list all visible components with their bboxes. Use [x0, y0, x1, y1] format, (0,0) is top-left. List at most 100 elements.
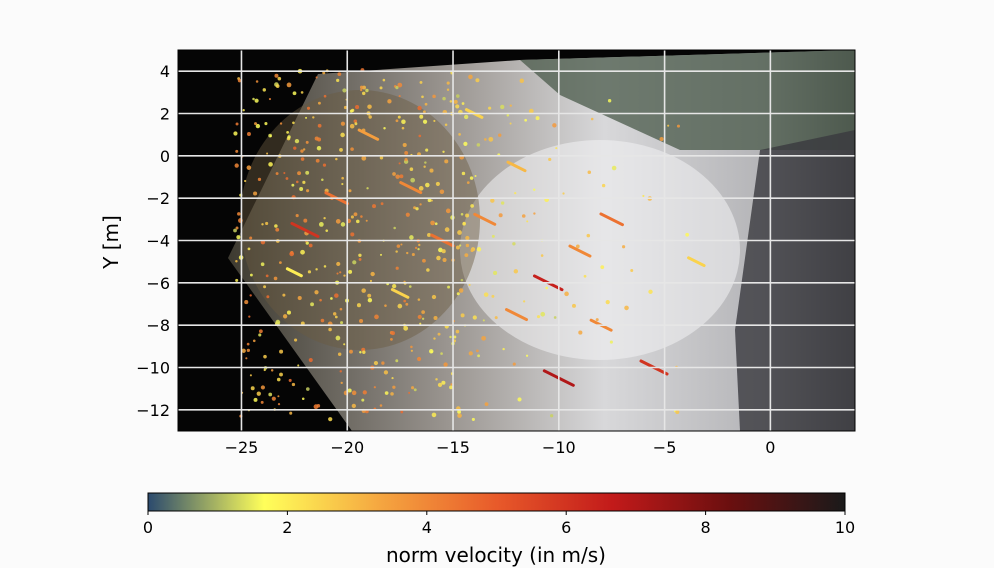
speckle [455, 245, 460, 250]
speckle [307, 270, 312, 274]
speckle [390, 338, 393, 341]
x-axis-ticks: −25 −20 −15 −10 −5 0 [225, 438, 776, 457]
speckle [365, 219, 368, 222]
speckle [429, 349, 434, 354]
speckle [257, 177, 262, 181]
speckle [246, 165, 252, 170]
y-tick-label: −4 [146, 232, 170, 251]
speckle [300, 157, 305, 161]
speckle [241, 348, 246, 353]
speckle [255, 123, 261, 129]
speckle [347, 388, 352, 393]
speckle [387, 99, 392, 104]
velocity-vector [687, 256, 706, 268]
y-axis-ticks: 4 2 0 −2 −4 −6 −8 −10 −12 [136, 62, 170, 420]
speckle [355, 219, 360, 224]
speckle [468, 351, 473, 356]
speckle [484, 402, 489, 407]
speckle [270, 369, 274, 372]
speckle [372, 204, 377, 209]
speckle [303, 218, 308, 223]
speckle [461, 171, 466, 176]
speckle [350, 147, 354, 151]
speckle [339, 307, 343, 311]
speckle [443, 362, 448, 367]
speckle [283, 172, 286, 175]
speckle [418, 186, 424, 191]
speckle [308, 357, 313, 363]
y-tick-label: −12 [136, 401, 170, 420]
speckle [318, 222, 324, 227]
speckle [600, 265, 605, 270]
speckle [328, 417, 333, 422]
speckle [419, 203, 422, 206]
speckle [433, 315, 438, 321]
speckle [434, 222, 438, 226]
speckle [413, 206, 417, 210]
speckle [271, 396, 276, 401]
speckle [524, 118, 528, 122]
speckle [291, 183, 295, 187]
speckle [249, 294, 252, 297]
speckle [521, 214, 526, 218]
speckle [294, 338, 298, 342]
speckle [334, 293, 339, 298]
speckle [233, 228, 237, 233]
speckle [340, 321, 344, 325]
speckle [391, 376, 394, 380]
speckle [286, 82, 292, 88]
speckle [483, 292, 489, 297]
speckle [294, 138, 300, 144]
speckle [254, 122, 258, 126]
speckle [498, 133, 502, 137]
speckle [305, 170, 310, 175]
speckle [468, 283, 471, 287]
speckle [453, 335, 457, 339]
colorbar-tick-label: 6 [561, 518, 571, 537]
speckle [575, 244, 580, 249]
speckle [659, 136, 664, 142]
speckle [439, 189, 445, 194]
speckle [299, 187, 304, 191]
speckle [379, 404, 383, 407]
speckle [297, 171, 302, 176]
speckle [237, 78, 242, 83]
speckle [500, 201, 505, 205]
speckle [350, 215, 354, 219]
speckle [282, 314, 288, 319]
speckle [525, 354, 529, 357]
speckle [361, 155, 367, 161]
speckle [384, 391, 389, 395]
speckle [512, 362, 516, 366]
speckle [490, 198, 495, 203]
speckle [445, 208, 451, 214]
speckle [609, 340, 613, 344]
speckle [509, 104, 512, 107]
speckle [465, 213, 470, 218]
speckle [246, 131, 251, 136]
speckle [427, 198, 432, 203]
speckle [533, 212, 536, 215]
speckle [441, 249, 446, 254]
speckle [335, 335, 341, 341]
speckle [419, 114, 424, 119]
speckle [263, 285, 267, 289]
speckle [237, 212, 241, 216]
speckle [268, 97, 272, 101]
speckle [590, 117, 594, 121]
speckle [514, 191, 517, 195]
speckle [313, 404, 319, 410]
colorbar-tick-label: 10 [835, 518, 855, 537]
speckle [379, 156, 384, 160]
speckle [449, 335, 452, 339]
speckle [395, 266, 399, 270]
speckle [477, 354, 481, 358]
speckle [289, 411, 293, 415]
speckle [373, 360, 379, 366]
speckle [262, 88, 266, 92]
speckle [397, 82, 403, 88]
speckle [572, 303, 576, 308]
speckle [422, 110, 426, 114]
velocity-vector [473, 212, 497, 226]
speckle [370, 271, 375, 277]
